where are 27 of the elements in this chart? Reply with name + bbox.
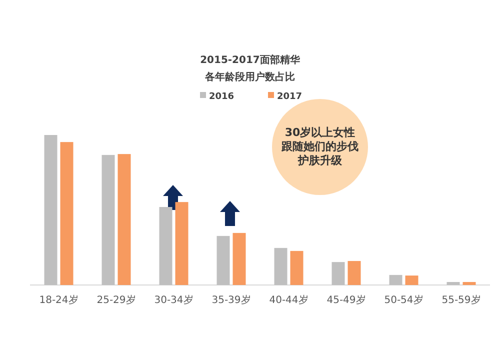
- annotation: 30岁以上女性跟随她们的步伐护肤升级: [280, 126, 358, 167]
- bar: [60, 142, 74, 285]
- bar: [44, 135, 58, 285]
- bar: [232, 232, 246, 285]
- bar: [348, 261, 361, 285]
- legend-label: 2016: [209, 92, 234, 102]
- bar: [446, 282, 460, 285]
- x-tick-label: 30-34岁: [154, 294, 194, 306]
- bar: [405, 276, 418, 285]
- bar: [118, 154, 131, 285]
- bar: [102, 154, 115, 285]
- bar: [274, 248, 288, 285]
- bar: [462, 282, 476, 285]
- x-tick-label: 45-49岁: [326, 294, 366, 306]
- bar: [290, 250, 304, 285]
- x-tick-label: 18-24岁: [39, 294, 78, 306]
- bar: [332, 262, 345, 285]
- bar: [216, 236, 230, 285]
- chart-subtitle: 各年龄段用户数占比: [204, 71, 295, 83]
- bar: [389, 274, 402, 285]
- x-tick-label: 35-39岁: [212, 294, 251, 306]
- x-tick-label: 50-54岁: [384, 294, 424, 306]
- chart-title: 2015-2017面部精华: [200, 54, 301, 66]
- legend-label: 2017: [277, 92, 302, 102]
- x-tick-label: 55-59岁: [442, 294, 481, 306]
- x-tick-label: 25-29岁: [96, 294, 136, 306]
- x-tick-label: 40-44岁: [269, 294, 308, 306]
